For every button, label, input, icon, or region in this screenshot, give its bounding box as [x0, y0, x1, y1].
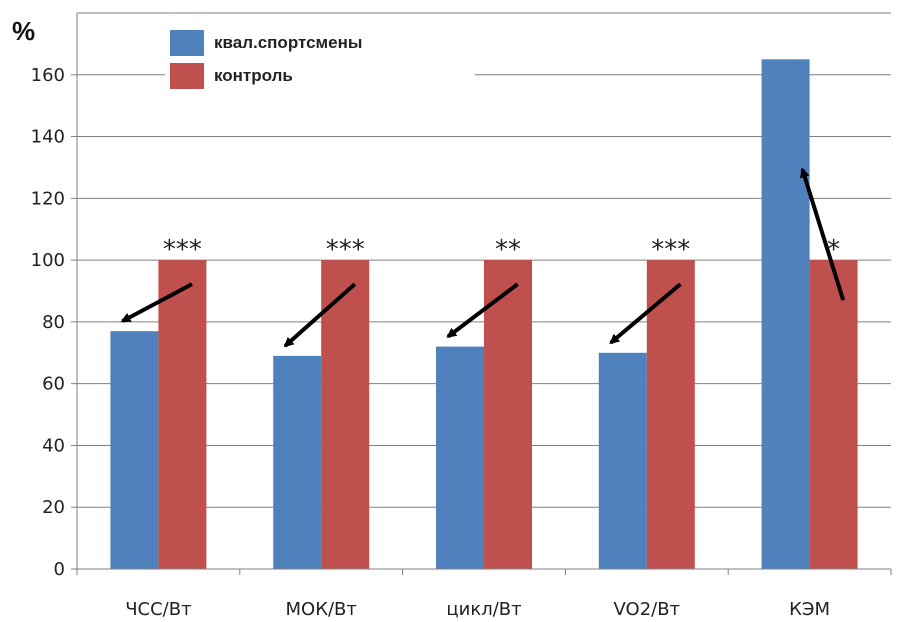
y-tick-label: 0	[54, 559, 65, 580]
significance-label: ***	[326, 235, 365, 265]
legend-label-1: квал.спортсмены	[214, 33, 362, 52]
x-tick-label: КЭМ	[789, 599, 830, 620]
y-tick-label: 80	[42, 312, 65, 333]
bar-control-1	[158, 260, 207, 569]
y-tick-label: 160	[31, 65, 65, 86]
bar-control-3	[484, 260, 532, 569]
change-arrow-4	[609, 282, 682, 345]
bar-athletes-5	[761, 59, 810, 569]
bar-athletes-1	[110, 331, 159, 569]
labels: 020406080100120140160%ЧСС/Вт***МОК/Вт***…	[12, 16, 840, 620]
bar-control-2	[321, 260, 370, 569]
legend-label-2: контроль	[214, 66, 293, 85]
arrows	[120, 167, 846, 348]
bar-athletes-2	[273, 355, 322, 569]
legend-swatch-2	[170, 63, 204, 89]
x-tick-label: МОК/Вт	[286, 599, 357, 620]
legend-swatch-1	[170, 30, 204, 56]
bar-athletes-4	[598, 352, 647, 569]
significance-label: **	[495, 235, 521, 265]
bar-control-4	[646, 260, 695, 569]
y-tick-label: 40	[42, 435, 65, 456]
x-tick-label: VO2/Вт	[614, 599, 681, 620]
significance-label: ***	[163, 235, 202, 265]
change-arrow-5	[800, 167, 846, 301]
legend: квал.спортсмены контроль	[170, 30, 362, 89]
change-arrow-2	[283, 282, 357, 348]
y-tick-label: 140	[31, 127, 65, 148]
y-tick-label: 100	[31, 250, 65, 271]
x-tick-label: цикл/Вт	[446, 599, 521, 620]
axes	[71, 13, 892, 575]
y-tick-label: 60	[42, 374, 65, 395]
y-tick-label: 120	[31, 188, 65, 209]
y-unit-label: %	[12, 16, 35, 46]
significance-label: ***	[651, 235, 690, 265]
bar-control-5	[809, 260, 858, 569]
y-tick-label: 20	[42, 497, 65, 518]
x-tick-label: ЧСС/Вт	[125, 599, 191, 620]
bar-athletes-3	[436, 346, 484, 569]
change-arrow-3	[446, 282, 519, 339]
bars	[110, 59, 858, 569]
change-arrow-1	[120, 282, 193, 323]
